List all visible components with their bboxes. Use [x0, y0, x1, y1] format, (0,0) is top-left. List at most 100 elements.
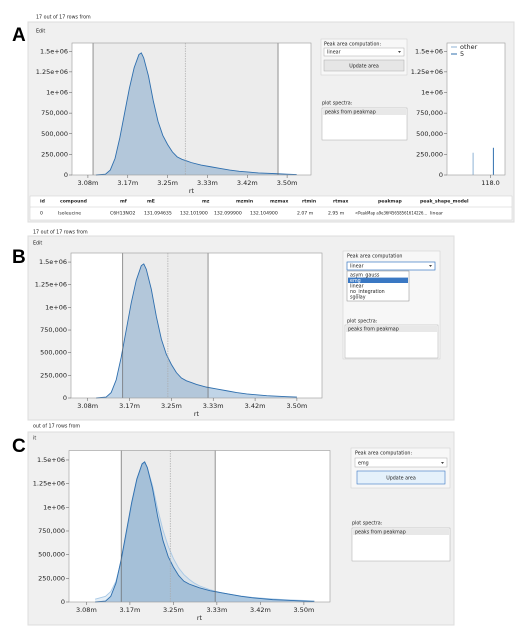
table-cell: 2.07 m	[297, 211, 314, 217]
dropdown-option[interactable]: sgolay	[350, 295, 366, 301]
table-bg	[29, 195, 513, 221]
y-tick-label: 500,000	[416, 130, 443, 138]
x-tick-label: 3.17m	[120, 606, 141, 614]
dropdown-list	[346, 270, 410, 302]
menu[interactable]: it	[33, 436, 36, 442]
method-value: emg	[358, 462, 369, 467]
x-axis-label: rt	[194, 410, 200, 418]
method-select[interactable]	[323, 47, 405, 57]
button-text: Update area	[386, 476, 416, 482]
x-tick-label: 3.42m	[237, 179, 258, 187]
plot-frame	[71, 42, 312, 176]
y-tick-label: 1.5e+06	[415, 47, 443, 55]
list-item-bg	[353, 529, 449, 535]
y-tick-label: 1.25e+06	[35, 281, 67, 289]
panel-label: C	[12, 436, 26, 457]
method-select[interactable]	[354, 457, 448, 468]
update-button[interactable]	[323, 59, 405, 72]
spectra-label: plot spectra:	[322, 101, 353, 107]
spectra-item[interactable]: peaks from peakmap	[348, 327, 399, 333]
y-tick-label: 1.25e+06	[411, 68, 443, 76]
table-cell: 132.101900	[180, 211, 208, 217]
table-header: mE	[147, 199, 155, 205]
peak-area	[95, 462, 315, 602]
x-tick-label: 3.08m	[76, 606, 97, 614]
plot-bg	[447, 43, 505, 175]
dropdown-option[interactable]: asym_gauss	[350, 273, 380, 278]
x-tick-label: 3.25m	[157, 179, 178, 187]
y-tick-label: 0	[439, 171, 443, 179]
dropdown-arrow	[441, 462, 444, 464]
y-tick-label: 1.25e+06	[36, 68, 68, 76]
menu[interactable]: Edit	[33, 241, 42, 247]
x-axis-label: rt	[197, 614, 203, 622]
y-tick-label: 0	[63, 394, 67, 402]
x-tick-label: 118.0	[481, 179, 500, 187]
x-tick-label: 3.33m	[203, 402, 224, 410]
status-text: out of 17 rows from	[33, 424, 80, 430]
control-label: Peak area computation	[347, 254, 402, 260]
dropdown-option[interactable]: linear	[350, 284, 364, 290]
plot-frame	[68, 450, 331, 603]
table-cell: linear	[430, 211, 443, 217]
table-header: rtmax	[333, 199, 348, 205]
table-header: peak_shape_model	[420, 199, 469, 205]
y-tick-label: 1.5e+06	[39, 258, 67, 266]
spectra-item[interactable]: peaks from peakmap	[325, 110, 376, 116]
y-tick-label: 0	[64, 171, 68, 179]
peak-line	[95, 52, 297, 176]
x-tick-label: 3.08m	[77, 402, 98, 410]
table-header: mz	[202, 200, 210, 205]
button-text: Update area	[349, 64, 379, 70]
y-tick-label: 750,000	[38, 527, 65, 535]
y-tick-label: 500,000	[41, 130, 68, 138]
integration-region	[121, 450, 216, 602]
y-tick-label: 250,000	[41, 150, 68, 158]
y-tick-label: 500,000	[38, 551, 65, 559]
peak-area	[95, 461, 315, 602]
y-tick-label: 1e+06	[421, 89, 443, 97]
x-tick-label: 3.17m	[119, 402, 140, 410]
legend-label: other	[460, 43, 478, 51]
y-tick-label: 250,000	[40, 371, 67, 379]
dropdown-arrow	[429, 265, 432, 267]
dropdown-option[interactable]: no_integration	[350, 289, 385, 295]
table-header: peakmap	[378, 199, 402, 205]
table-cell: 132.099900	[214, 211, 242, 217]
x-axis-label: rt	[189, 187, 195, 195]
panel-label: B	[12, 247, 26, 268]
dropdown-option[interactable]: emg	[350, 279, 361, 284]
menu[interactable]: Edit	[36, 29, 45, 35]
list-item-bg	[323, 109, 406, 115]
x-tick-label: 3.33m	[197, 179, 218, 187]
table-cell: 2.95 m	[328, 211, 345, 217]
method-select[interactable]	[346, 261, 436, 271]
dropdown-arrow	[398, 51, 401, 53]
panel-label: A	[12, 25, 26, 46]
list-item-bg	[346, 326, 437, 332]
table-header: id	[40, 199, 45, 205]
table-cell: 131.094635	[144, 211, 172, 217]
y-tick-label: 250,000	[38, 574, 65, 582]
table-header: mzmin	[236, 199, 253, 205]
y-tick-label: 1e+06	[46, 89, 68, 97]
spectra-item[interactable]: peaks from peakmap	[355, 530, 406, 536]
table-header: mf	[120, 199, 128, 205]
status-text: 17 out of 17 rows from	[36, 15, 91, 21]
peak-area	[96, 263, 297, 398]
y-tick-label: 1.25e+06	[33, 480, 65, 488]
x-tick-label: 3.50m	[277, 179, 298, 187]
plot-frame	[446, 42, 506, 176]
update-button[interactable]	[356, 470, 446, 485]
method-value: linear	[327, 50, 341, 56]
y-tick-label: 1.5e+06	[37, 456, 65, 464]
y-tick-label: 500,000	[40, 349, 67, 357]
spectra-label: plot spectra:	[352, 521, 383, 527]
status-text: 17 out of 17 rows from	[33, 230, 88, 236]
x-tick-label: 3.17m	[117, 179, 138, 187]
table-header: mzmax	[270, 200, 288, 205]
table-header: compound	[60, 199, 87, 205]
table-header: rtmin	[302, 199, 316, 205]
